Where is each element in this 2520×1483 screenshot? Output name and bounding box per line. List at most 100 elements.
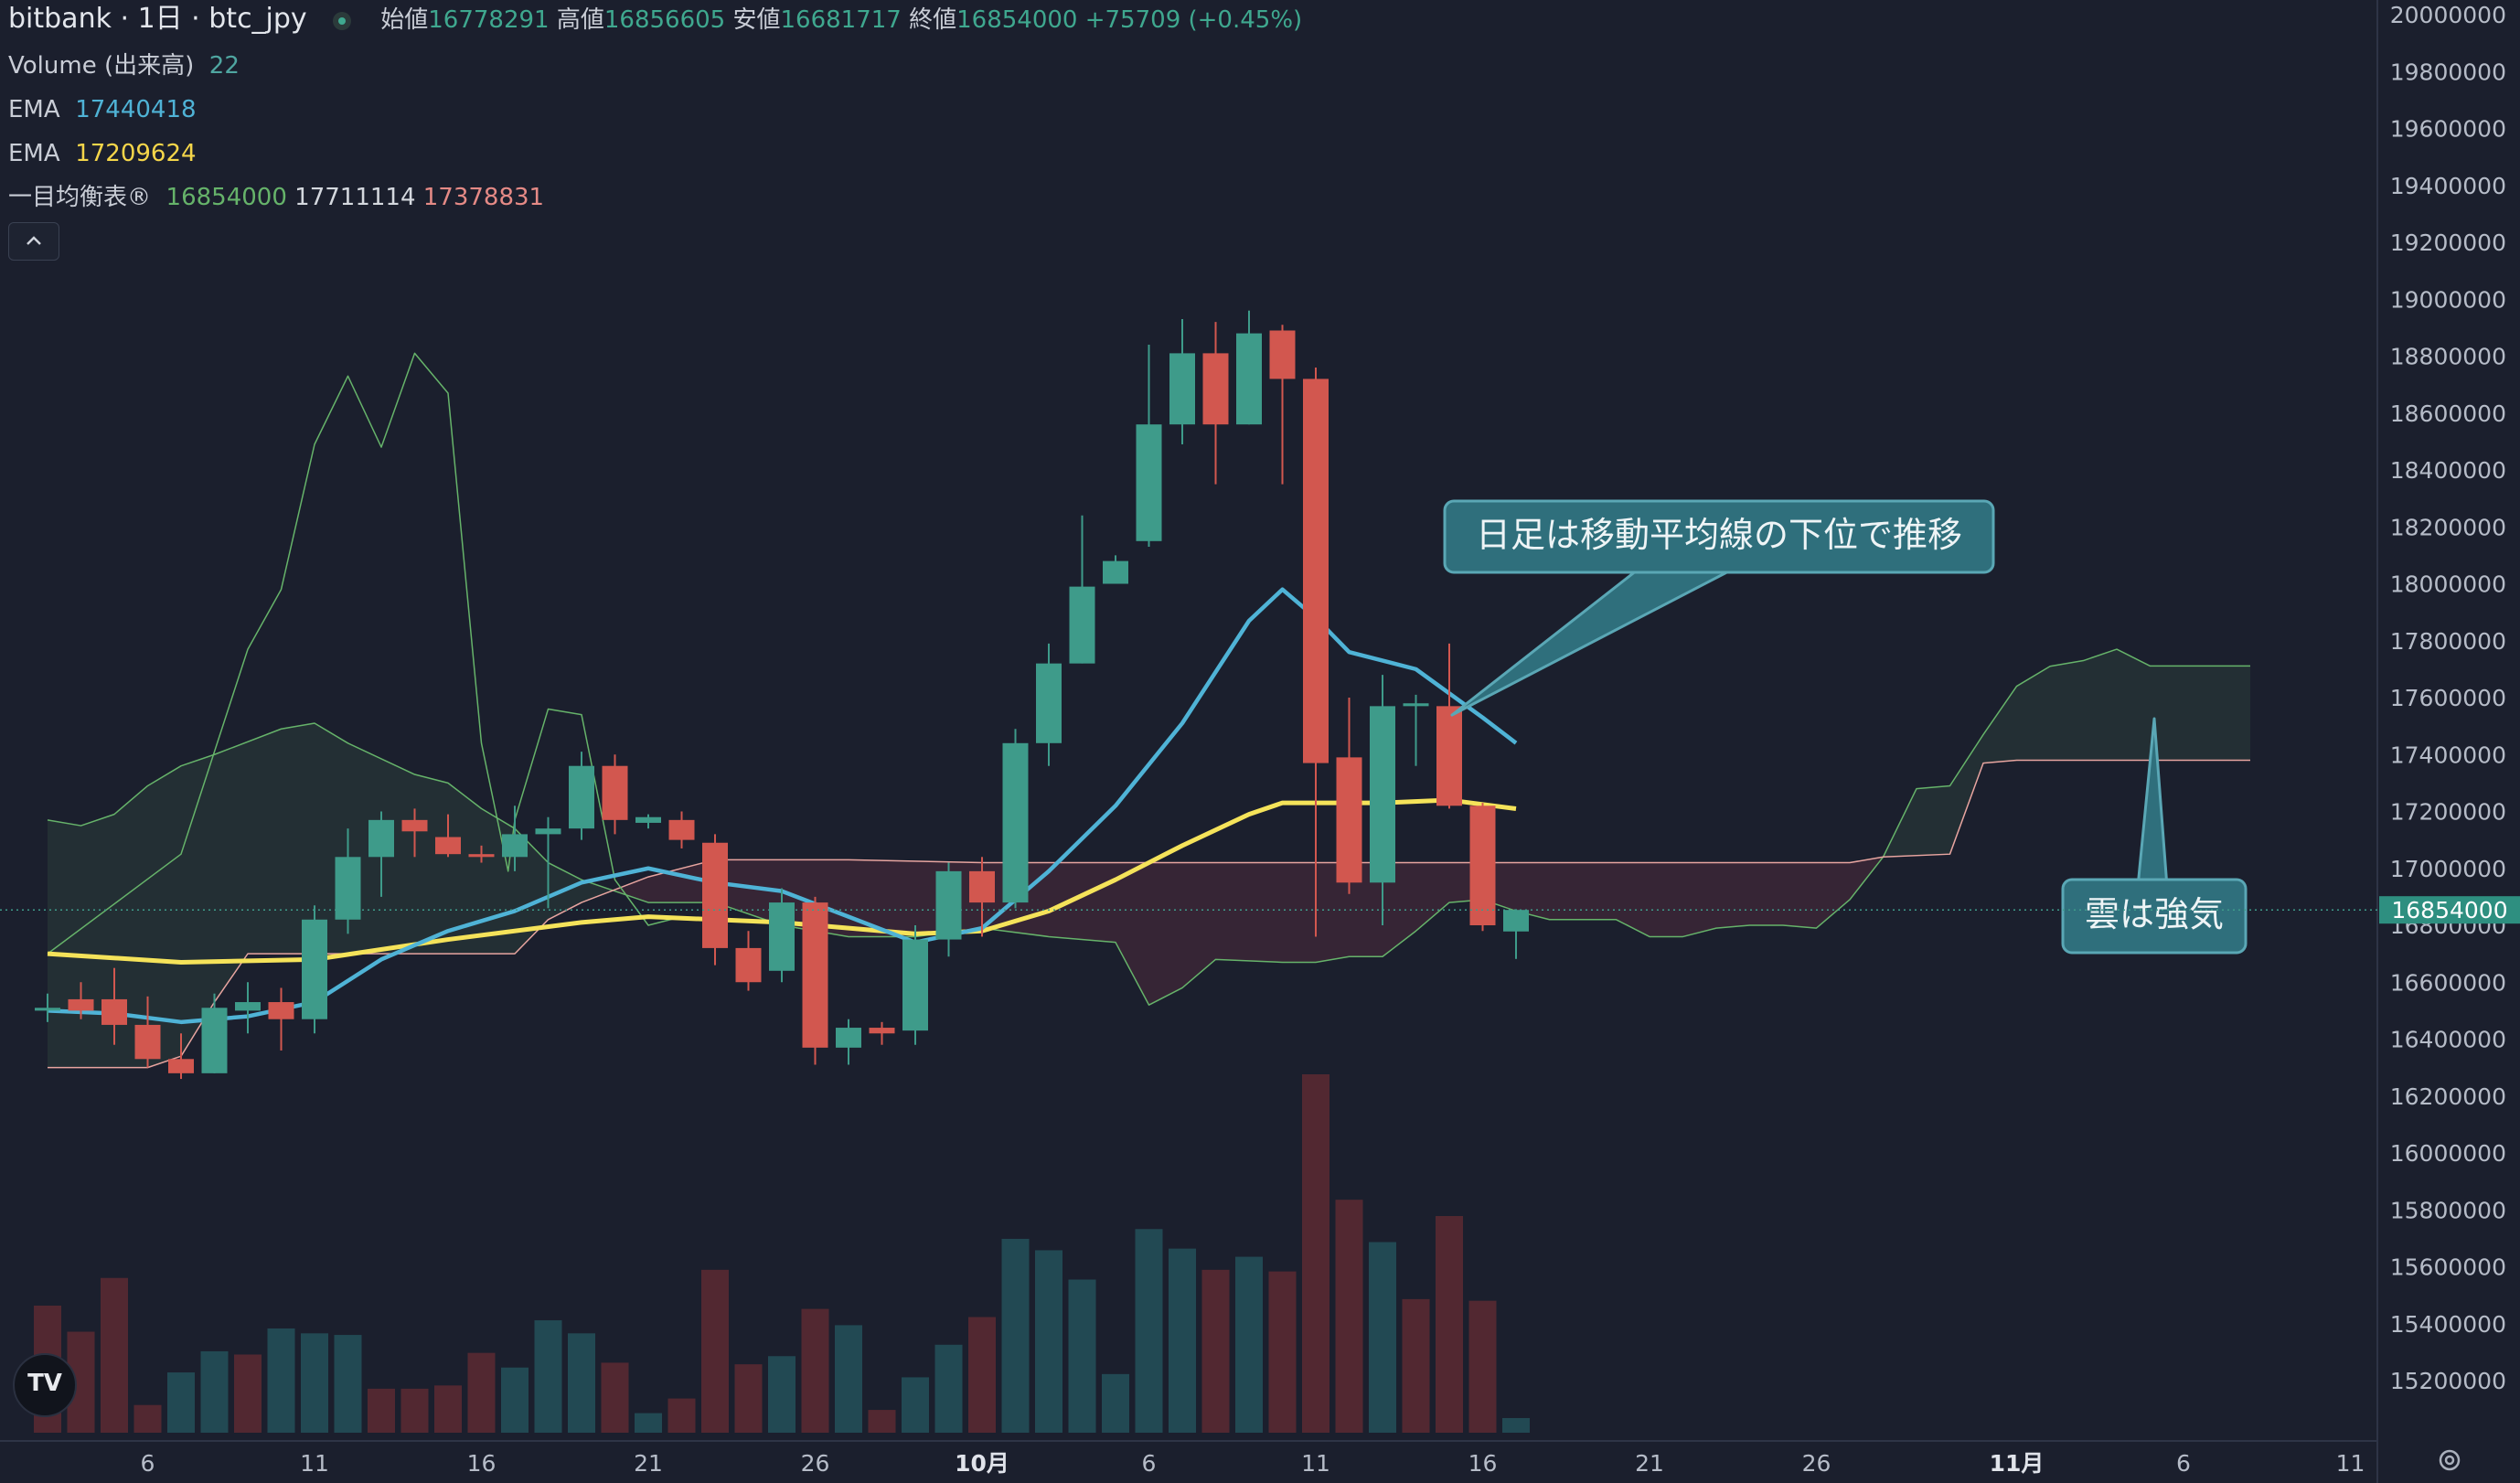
ohlc-low-value: 16681717 xyxy=(780,6,902,34)
volume-bar-24 xyxy=(835,1325,862,1433)
time-tick-label: 11月 xyxy=(1990,1450,2045,1477)
candle-body-10 xyxy=(368,819,394,858)
chevron-up-icon xyxy=(27,236,41,245)
volume-bar-10 xyxy=(368,1388,395,1433)
volume-bar-6 xyxy=(234,1354,262,1433)
volume-bar-29 xyxy=(1001,1238,1030,1433)
volume-bar-33 xyxy=(1135,1229,1163,1433)
price-axis-bg xyxy=(2377,0,2520,1483)
volume-legend[interactable]: Volume (出来高) 22 xyxy=(8,52,240,80)
callout-2-text: 雲は強気 xyxy=(2085,894,2224,934)
cloud-segment-2 xyxy=(1883,649,2250,858)
price-tick-label: 17600000 xyxy=(2390,685,2506,711)
volume-bar-22 xyxy=(768,1356,796,1433)
candle-body-17 xyxy=(602,765,628,820)
volume-bar-25 xyxy=(868,1410,896,1433)
volume-bar-8 xyxy=(301,1333,328,1433)
symbol-title[interactable]: bitbank · 1日 · btc_jpy xyxy=(8,3,307,35)
candle-body-9 xyxy=(335,857,361,920)
price-tick-label: 19400000 xyxy=(2390,173,2506,199)
volume-bar-27 xyxy=(934,1344,963,1433)
volume-bar-39 xyxy=(1335,1200,1363,1433)
candle-body-20 xyxy=(702,842,728,948)
volume-bar-26 xyxy=(902,1377,929,1433)
candle-body-3 xyxy=(134,1024,161,1060)
volume-bar-23 xyxy=(801,1308,829,1433)
candle-body-27 xyxy=(935,870,962,940)
ema-slow-value: 17209624 xyxy=(75,140,197,167)
candle-body-39 xyxy=(1336,757,1362,883)
price-tick-label: 18400000 xyxy=(2390,457,2506,484)
callout-2-box xyxy=(2061,878,2248,955)
price-change: +75709 (+0.45%) xyxy=(1084,6,1303,34)
ohlc-low-label: 安値 xyxy=(732,6,781,34)
volume-bar-18 xyxy=(635,1413,662,1433)
ema-fast-value: 17440418 xyxy=(75,96,197,123)
volume-bar-43 xyxy=(1468,1300,1497,1433)
price-tick-label: 19200000 xyxy=(2390,229,2506,256)
ichimoku-label: 一目均衡表® xyxy=(8,184,152,211)
time-tick-label: 26 xyxy=(1802,1450,1831,1477)
volume-value: 22 xyxy=(208,52,240,80)
candle-body-18 xyxy=(635,816,661,823)
candle-body-23 xyxy=(802,902,828,1048)
ichimoku-span-a xyxy=(47,648,2250,1006)
price-tick-label: 18800000 xyxy=(2390,344,2506,370)
volume-bar-14 xyxy=(501,1367,529,1433)
candle-body-35 xyxy=(1202,353,1229,425)
callouts-layer: 日足は移動平均線の下位で推移 雲は強気 xyxy=(1443,499,2248,955)
ohlc-open-label: 始値 xyxy=(380,6,429,34)
volume-bar-12 xyxy=(434,1385,462,1433)
volume-bar-4 xyxy=(167,1372,195,1433)
time-axis[interactable]: 6 11 16 21 26 10月 6 11 16 21 26 11月 6 11 xyxy=(141,1450,2365,1477)
volume-bar-9 xyxy=(334,1335,362,1433)
tradingview-logo-icon[interactable]: TV xyxy=(13,1353,77,1417)
price-tick-label: 18200000 xyxy=(2390,514,2506,540)
price-axis[interactable]: 15200000 15400000 15600000 15800000 16000000… xyxy=(2390,2,2506,1394)
volume-bar-40 xyxy=(1369,1242,1396,1433)
volume-bar-41 xyxy=(1402,1298,1430,1433)
price-tick-label: 16400000 xyxy=(2390,1027,2506,1053)
volume-bar-7 xyxy=(267,1328,295,1433)
volume-bar-38 xyxy=(1302,1074,1329,1433)
ichimoku-cloud-layer xyxy=(48,649,2250,1068)
market-status-icon xyxy=(332,11,351,30)
ohlc-high-value: 16856605 xyxy=(603,6,726,34)
volume-bar-2 xyxy=(101,1277,128,1433)
candle-body-32 xyxy=(1103,560,1128,584)
collapse-legend-button[interactable] xyxy=(8,222,59,261)
volume-bar-17 xyxy=(601,1362,629,1433)
volume-bar-36 xyxy=(1235,1256,1263,1433)
price-tick-label: 19800000 xyxy=(2390,59,2506,85)
volume-bars-layer xyxy=(34,1074,1530,1433)
ohlc-high-label: 高値 xyxy=(556,6,604,34)
candle-body-40 xyxy=(1370,706,1395,883)
price-tick-label: 15800000 xyxy=(2390,1197,2506,1223)
volume-bar-19 xyxy=(667,1398,696,1433)
ema-fast-legend[interactable]: EMA 17440418 xyxy=(8,96,197,123)
candle-body-33 xyxy=(1136,424,1162,541)
candle-body-19 xyxy=(668,819,695,840)
volume-bar-30 xyxy=(1035,1250,1062,1433)
candle-body-16 xyxy=(569,765,594,829)
volume-label: Volume (出来高) xyxy=(8,52,195,80)
ichimoku-legend[interactable]: 一目均衡表® 16854000 17711114 17378831 xyxy=(8,184,544,211)
candle-body-0 xyxy=(35,1008,60,1011)
cloud-segment-1 xyxy=(614,857,1884,1006)
candle-body-8 xyxy=(302,919,327,1019)
time-tick-label: 6 xyxy=(2176,1450,2191,1477)
ema-slow-legend[interactable]: EMA 17209624 xyxy=(8,140,197,167)
volume-bar-13 xyxy=(467,1352,496,1433)
candles-layer[interactable] xyxy=(35,310,1529,1080)
candle-body-5 xyxy=(201,1008,228,1073)
volume-bar-15 xyxy=(534,1320,562,1433)
candle-body-6 xyxy=(235,1002,261,1011)
ohlc-open-value: 16778291 xyxy=(428,6,550,34)
candle-body-7 xyxy=(268,1002,294,1019)
candle-body-14 xyxy=(502,834,528,858)
candle-body-26 xyxy=(902,939,928,1031)
volume-bar-42 xyxy=(1436,1216,1463,1433)
volume-bar-35 xyxy=(1201,1269,1230,1433)
settings-icon[interactable] xyxy=(2436,1446,2463,1474)
